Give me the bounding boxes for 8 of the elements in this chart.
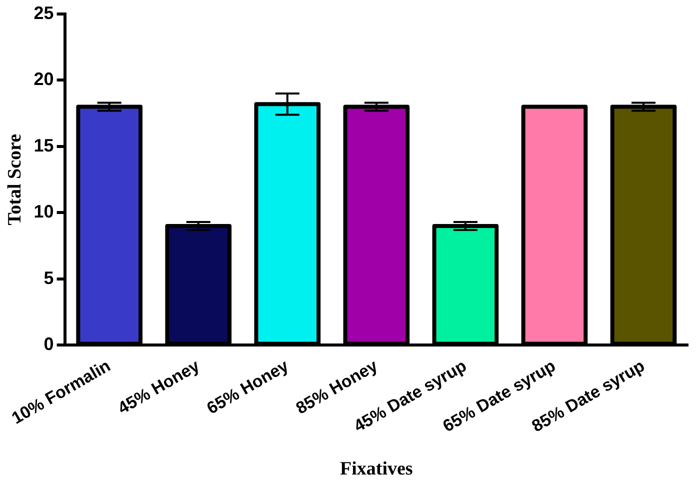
y-tick-label: 20: [34, 69, 54, 90]
y-tick-label: 25: [34, 2, 54, 23]
y-tick-label: 10: [34, 202, 54, 222]
x-axis-title: Fixatives: [340, 458, 413, 480]
y-axis-title: Total Score: [4, 134, 26, 226]
y-tick-label: 15: [34, 135, 54, 156]
y-tick-label: 5: [44, 268, 54, 288]
y-tick-label: 0: [44, 334, 54, 354]
